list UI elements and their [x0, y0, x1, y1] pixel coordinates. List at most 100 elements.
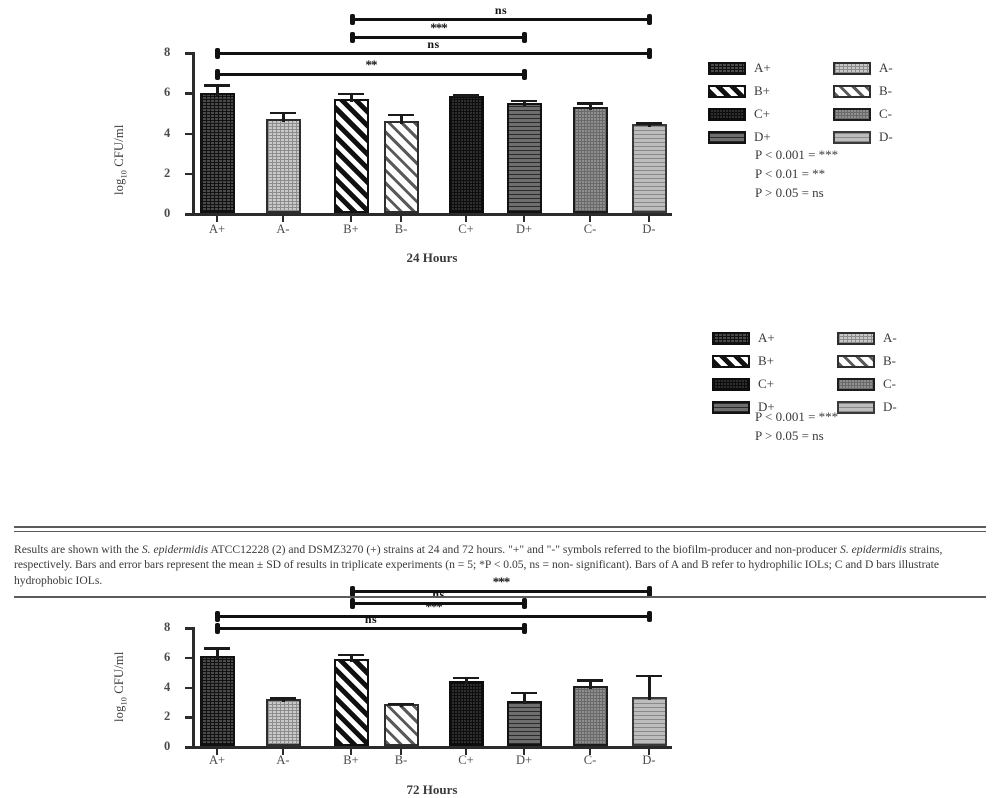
- bar-Bminus: [383, 121, 419, 213]
- significance-label: ns: [427, 37, 440, 51]
- bar-Dplus: [506, 701, 542, 746]
- y-axis-label: log10 CFU/ml: [112, 125, 129, 196]
- caption-part-2: ATCC12228 (2) and DSMZ3270 (+) strains a…: [208, 543, 841, 556]
- bar-Aminus: [265, 118, 301, 213]
- legend-swatch-Bplus: [712, 354, 750, 368]
- error-bar-Cminus: [589, 102, 592, 110]
- caption-bottom-rule: [14, 596, 986, 598]
- pvalue-line-1: P > 0.05 = ns: [755, 428, 824, 443]
- error-bar-Aminus: [282, 111, 285, 122]
- x-axis-line: [192, 746, 672, 749]
- bar-Cminus: [572, 106, 608, 213]
- x-tick-mark: [523, 216, 525, 222]
- y-tick-mark: [185, 213, 193, 216]
- legend-label-Dminus: D-: [883, 399, 897, 414]
- legend-item-Dminus: D-: [837, 399, 897, 415]
- bar-Bminus: [383, 704, 419, 746]
- x-tick-mark: [589, 216, 591, 222]
- legend-swatch-Aplus: [712, 331, 750, 345]
- legend-swatch-Aminus: [833, 61, 871, 75]
- x-tick-mark: [216, 216, 218, 222]
- legend-label-Dplus: D+: [758, 399, 775, 414]
- figure-caption: Results are shown with the S. epidermidi…: [14, 542, 986, 588]
- caption-species-2: S. epidermidis: [840, 543, 907, 556]
- legend-item-Bminus: B-: [837, 353, 897, 369]
- significance-bracket: [215, 623, 527, 634]
- bar-Bplus: [333, 99, 369, 213]
- y-axis-line: [192, 52, 195, 215]
- y-tick-mark: [185, 627, 193, 630]
- error-cap: [338, 653, 364, 657]
- significance-bracket: [215, 611, 652, 622]
- x-axis-title: 72 Hours: [406, 782, 458, 797]
- bar-Aminus: [265, 698, 301, 746]
- legend-swatch-Cminus: [837, 377, 875, 391]
- y-axis-label-unit: CFU/ml: [112, 124, 126, 171]
- y-tick-mark: [185, 746, 193, 749]
- significance-bracket: [350, 14, 652, 25]
- x-tick-mark: [350, 216, 352, 222]
- bar-Cplus: [448, 680, 484, 746]
- y-tick-mark: [185, 656, 193, 660]
- legend-item-Bplus: B+: [712, 353, 775, 369]
- error-bar-Bplus: [350, 92, 353, 103]
- y-axis-label-subscript: 10: [119, 170, 129, 179]
- y-tick-mark: [185, 172, 193, 176]
- y-tick-label: 4: [164, 679, 171, 694]
- caption-top-rule: [14, 526, 986, 528]
- x-tick-mark: [282, 216, 284, 222]
- x-tick-label-Bminus: B-: [394, 222, 408, 236]
- error-cap: [270, 111, 296, 115]
- x-tick-label-Bminus: B-: [394, 753, 408, 767]
- legend-label-Cplus: C+: [754, 106, 771, 121]
- significance-label: ***: [492, 574, 510, 589]
- error-cap: [577, 102, 603, 105]
- y-tick-mark: [185, 92, 193, 95]
- x-tick-label-Dplus: D+: [515, 753, 533, 767]
- bar-Cplus: [448, 95, 484, 213]
- figure-root: log10 CFU/ml 0 2 4 6 8 A+ A- B+ B- C+ D+ C- D- 24 Hour…: [0, 3, 1000, 797]
- error-bar-Dminus: [648, 122, 651, 128]
- legend-swatch-Dplus: [708, 130, 746, 144]
- x-tick-label-Dminus: D-: [642, 222, 656, 236]
- legend-label-Bplus: B+: [754, 83, 771, 98]
- legend-column-left: A+ B+ C+ D+: [712, 330, 775, 422]
- y-tick-label: 0: [164, 205, 171, 220]
- legend-swatch-Dminus: [833, 130, 871, 144]
- error-cap: [636, 674, 662, 678]
- y-tick-label: 2: [164, 165, 171, 180]
- legend-label-Dminus: D-: [879, 129, 893, 144]
- legend-swatch-Cminus: [833, 107, 871, 121]
- legend-item-Cplus: C+: [708, 106, 771, 122]
- chart-panel-72h: log10 CFU/ml 0 2 4 6 8 A+ A- B+ B- C+ D+ C- D- 72 Hour…: [0, 290, 1000, 797]
- caption-part-1: Results are shown with the: [14, 543, 142, 556]
- legend-label-Aminus: A-: [879, 60, 893, 75]
- legend-label-Cplus: C+: [758, 376, 775, 391]
- pvalue-line-0: P < 0.001 = ***: [755, 147, 839, 162]
- error-cap: [577, 679, 603, 682]
- bar-Dminus: [631, 124, 667, 213]
- legend-swatch-Cplus: [712, 377, 750, 391]
- y-tick-mark: [185, 686, 193, 689]
- caption-top-rule-2: [14, 531, 986, 532]
- bar-Aplus: [199, 655, 235, 746]
- y-tick-label: 8: [164, 44, 171, 59]
- y-axis-label-text: log: [112, 705, 126, 722]
- significance-label: **: [365, 57, 378, 72]
- legend-item-Aplus: A+: [708, 60, 771, 76]
- error-cap: [511, 99, 537, 103]
- x-tick-label-Cminus: C-: [583, 753, 597, 767]
- y-tick-label: 4: [164, 125, 171, 140]
- legend-item-Cminus: C-: [833, 106, 893, 122]
- error-cap: [636, 122, 662, 125]
- legend-swatch-Bminus: [833, 84, 871, 98]
- y-tick-mark: [185, 132, 193, 135]
- legend-label-Bplus: B+: [758, 353, 775, 368]
- y-tick-mark: [185, 52, 193, 55]
- significance-bracket: [215, 48, 652, 59]
- error-cap: [204, 647, 230, 650]
- y-axis-label: log10 CFU/ml: [112, 652, 129, 723]
- error-bar-Aplus: [216, 84, 219, 97]
- legend-item-Cplus: C+: [712, 376, 775, 392]
- legend-swatch-Cplus: [708, 107, 746, 121]
